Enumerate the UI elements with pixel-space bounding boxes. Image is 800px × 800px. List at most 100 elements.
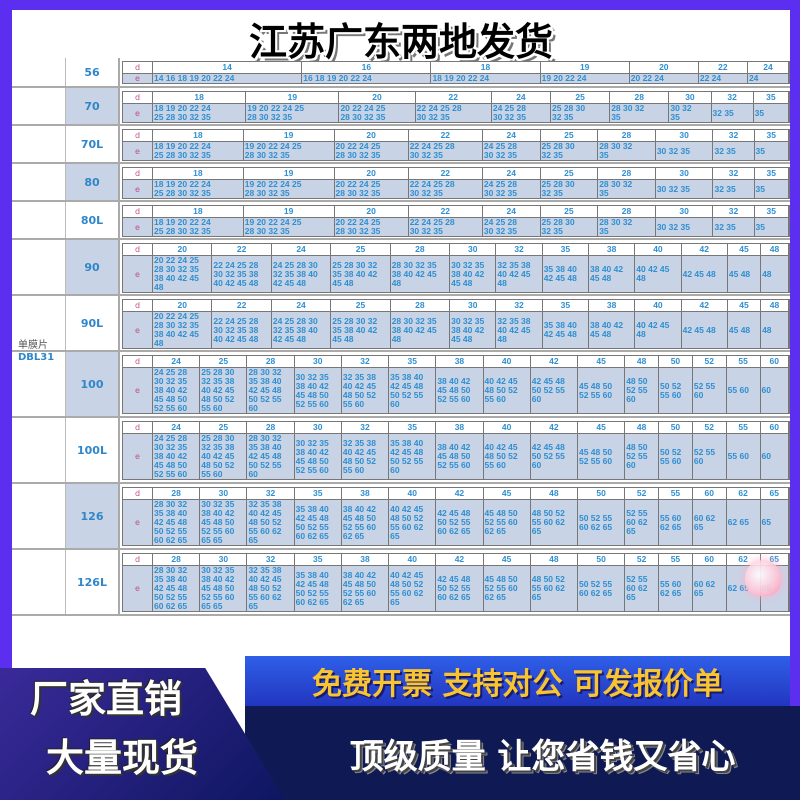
d-label: d [123,554,153,565]
d-value: 55 [727,356,761,367]
d-value: 48 [625,356,660,367]
e-value-line: 32 35 38 [497,315,531,326]
d-value: 24 [492,92,552,103]
e-value-line: 18 19 20 22 24 [432,74,490,83]
e-value-line: 25 28 30 32 35 [154,112,211,122]
e-value-line: 30 32 35 [492,112,526,122]
e-value-line: 30 32 35 [656,183,690,194]
d-value: 28 [247,422,295,433]
e-value-line: 30 32 35 [656,221,690,232]
d-value: 25 [551,92,611,103]
e-value-line: 65 [531,526,542,536]
e-values: 24 25 28 30 32 35 38 40 42 45 48 50 52 55 60 [153,368,201,413]
row-grid: d 14 16 18 19 20 22 24 e 14 16 18 19 20 22 24 16 1… [120,58,790,86]
e-value-line: 50 52 55 [248,460,282,470]
d-value: 40 [389,554,437,565]
d-value: 30 [295,422,342,433]
e-value-line: 42 45 48 [437,508,471,518]
e-value-line: 28 30 32 35 [391,259,437,270]
e-value-line: 24 25 28 [154,368,188,377]
e-values: 52 55 60 62 65 [625,500,660,545]
e-value-line: 42 45 48 [390,380,424,391]
d-value: 25 [541,168,599,179]
e-value-line: 48 [391,277,402,288]
e-value-line: 25 28 30 [201,368,235,377]
e-value-line: 60 62 [626,517,648,527]
d-value: 32 [713,206,755,217]
e-value-line: 45 48 50 [437,451,471,461]
e-value-line: 25 28 30 32 35 [154,226,211,236]
e-values: 38 40 42 45 48 50 52 55 60 62 65 [342,566,390,611]
d-value: 24 [153,356,201,367]
e-value-line: 35 38 40 [248,376,282,386]
e-values: 18 19 20 22 24 [431,74,541,83]
e-value-line: 16 18 19 20 22 24 [303,74,372,83]
e-value-line: 28 30 32 35 [335,188,381,198]
e-values: 60 [761,368,789,413]
e-value-line: 42 45 48 [682,324,716,335]
e-value-line: 14 16 18 19 20 22 24 [154,74,235,83]
d-value: 19 [244,130,335,141]
d-value: 62 [727,488,761,499]
e-values: 32 35 38 40 42 45 48 [496,312,543,348]
e-value-line: 24 25 28 [483,180,517,189]
e-values: 38 40 42 45 48 50 52 55 60 [436,368,484,413]
e-values: 45 48 [728,256,762,292]
e-value-line: 35 38 40 [295,569,329,580]
d-value: 35 [389,356,437,367]
e-value-line: 60 62 65 [437,526,471,536]
e-value-line: 65 [390,530,400,541]
e-value-line: 50 52 55 [578,512,613,523]
e-value-line: 45 48 50 [201,517,235,527]
d-value: 45 [578,422,626,433]
e-value-line: 52 55 60 [342,587,376,598]
e-values: 25 28 30 32 35 [541,180,599,198]
e-values: 65 [761,500,789,545]
e-line: e 18 19 20 22 24 25 28 30 32 35 19 20 22 24… [122,142,790,161]
e-values: 25 28 30 32 35 [541,218,599,236]
e-line: e 20 22 24 25 28 30 32 35 38 40 42 45 48 22 2… [122,256,790,293]
d-line: d 24 25 28 30 32 35 38 40 42 45 48 50 52 55 60 [122,355,790,368]
e-value-line: 52 55 60 [295,398,329,409]
d-value: 40 [635,244,682,255]
d-value: 42 [682,300,728,311]
e-values: 25 28 30 32 35 [551,104,611,122]
e-value-line: 55 60 62 [248,592,282,602]
d-label: d [123,130,153,141]
e-values: 50 52 55 60 [659,368,693,413]
e-value-line: 45 48 50 [201,583,235,593]
e-values: 14 16 18 19 20 22 24 [153,74,303,83]
e-value-line: 40 42 45 [248,574,282,584]
e-value-line: 22 24 25 28 [409,180,455,189]
e-values: 48 50 52 55 60 [625,434,660,479]
e-value-line: 45 48 50 [295,455,329,466]
e-values: 45 48 50 52 55 60 [578,434,626,479]
e-value-line: 28 30 32 35 [244,188,290,198]
e-value-line: 55 60 [342,398,365,409]
e-value-line: 25 28 30 [541,142,575,151]
e-value-line: 32 35 [714,183,736,194]
e-value-line: 32 35 38 40 [272,324,318,335]
e-value-line: 22 24 [699,74,722,83]
e-value-line: 52 55 60 [484,583,518,593]
table-row: 70 d 18 19 20 22 24 25 28 30 32 35 e 18 19 20 22 24 25… [12,88,790,126]
e-values: 32 35 38 40 42 45 48 50 52 55 60 62 65 [247,566,295,611]
e-value-line: 45 48 50 [154,394,188,404]
d-value: 55 [659,554,693,565]
row-grid: d 24 25 28 30 32 35 38 40 42 45 48 50 52 55 60 e 24 25 28… [120,418,790,482]
e-value-line: 52 55 60 [484,517,518,527]
d-value: 28 [153,488,201,499]
e-values: 20 22 24 25 28 30 32 35 38 40 42 45 48 [153,312,213,348]
d-value: 35 [754,92,790,103]
e-values: 38 40 42 45 48 50 52 55 60 62 65 [342,500,390,545]
e-value-line: 28 30 32 [611,104,645,113]
e-value-line: 50 52 55 [390,389,424,400]
e-label: e [123,566,153,611]
e-value-line: 30 32 35 [409,150,443,160]
row-grid: d 18 19 20 22 24 25 28 30 32 35 e 18 19 20 22 24 25 2… [120,202,790,238]
e-value-line: 45 48 [332,333,354,344]
e-value-line: 30 32 35 [409,188,443,198]
quality-text: 顶级质量 让您省钱又省心 [349,736,736,777]
e-value-line: 50 52 55 [154,592,188,602]
d-value: 25 [331,300,391,311]
